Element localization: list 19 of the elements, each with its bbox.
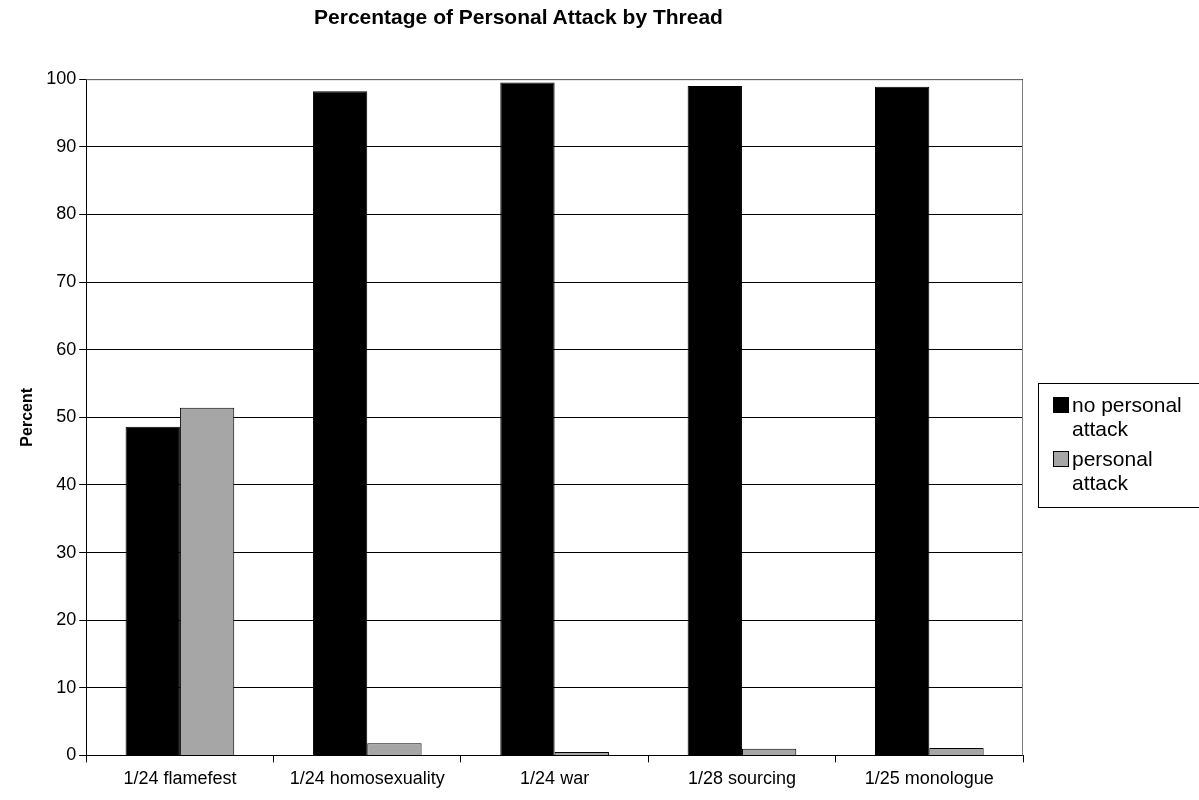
legend-label: personal attack — [1072, 446, 1154, 495]
y-tick-label: 100 — [46, 68, 77, 89]
x-tick-label: 1/28 sourcing — [687, 768, 797, 789]
y-tick-label: 20 — [56, 609, 77, 630]
x-tick-label: 1/24 homosexuality — [289, 768, 445, 789]
y-tick-label: 40 — [56, 473, 77, 494]
y-axis-title: Percent — [18, 387, 36, 447]
y-tick-label: 80 — [56, 203, 77, 224]
x-tick-label: 1/24 flamefest — [123, 768, 237, 789]
chart-title: Percentage of Personal Attack by Thread — [314, 5, 723, 29]
y-tick-label: 30 — [56, 541, 77, 562]
y-tick-label: 90 — [56, 135, 77, 156]
y-tick-label: 50 — [56, 406, 77, 427]
y-tick-label: 70 — [56, 271, 77, 292]
y-tick-label: 10 — [56, 676, 77, 697]
y-tick-label: 60 — [56, 338, 77, 359]
x-tick-label: 1/24 war — [520, 768, 590, 789]
y-tick-label: 0 — [66, 744, 77, 765]
x-tick-label: 1/25 monologue — [864, 768, 994, 789]
